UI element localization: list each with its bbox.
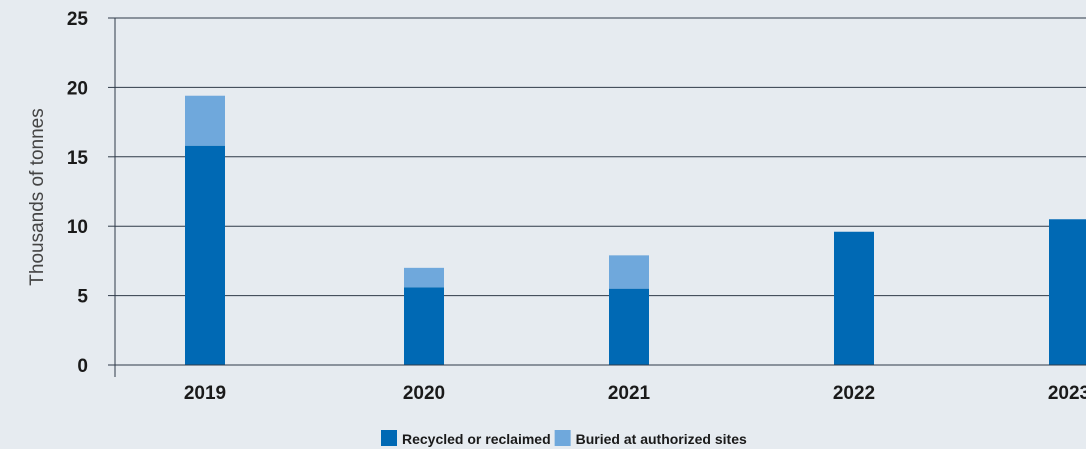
x-tick-label: 2019	[184, 383, 226, 404]
y-tick-label: 10	[67, 217, 88, 238]
gridlines	[108, 17, 1086, 366]
legend: Recycled or reclaimed Buried at authorize…	[381, 430, 747, 447]
legend-label-buried: Buried at authorized sites	[576, 431, 747, 447]
y-tick-label: 5	[77, 287, 88, 308]
x-tick-label: 2023	[1048, 383, 1086, 404]
axes	[114, 18, 1086, 377]
bar-2021-buried	[609, 255, 649, 289]
legend-label-recycled: Recycled or reclaimed	[402, 431, 551, 447]
y-tick-label: 20	[67, 78, 88, 99]
y-tick-label: 0	[77, 356, 88, 377]
bar-2023-recycled	[1049, 219, 1086, 365]
bar-2019-buried	[185, 95, 225, 146]
bar-2020-recycled	[404, 287, 444, 365]
x-tick-labels: 2019 2020 2021 2022 2023	[184, 383, 1086, 404]
y-tick-labels: 0 5 10 15 20 25	[67, 9, 89, 377]
bar-2020-buried	[404, 267, 444, 288]
x-tick-label: 2022	[833, 383, 875, 404]
legend-swatch-recycled	[381, 430, 397, 446]
y-tick-label: 15	[67, 148, 89, 169]
y-tick-label: 25	[67, 9, 89, 30]
x-tick-label: 2021	[608, 383, 651, 404]
bar-2022-recycled	[834, 231, 874, 365]
bars	[185, 95, 1086, 365]
legend-swatch-buried	[554, 430, 571, 446]
bar-2019-recycled	[185, 145, 225, 365]
x-tick-label: 2020	[403, 383, 445, 404]
y-axis-label: Thousands of tonnes	[27, 108, 48, 285]
bar-2021-recycled	[609, 288, 649, 365]
